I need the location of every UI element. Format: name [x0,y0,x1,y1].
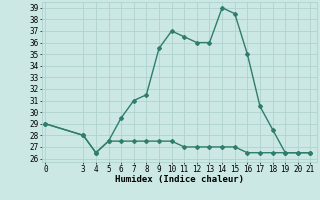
X-axis label: Humidex (Indice chaleur): Humidex (Indice chaleur) [115,175,244,184]
